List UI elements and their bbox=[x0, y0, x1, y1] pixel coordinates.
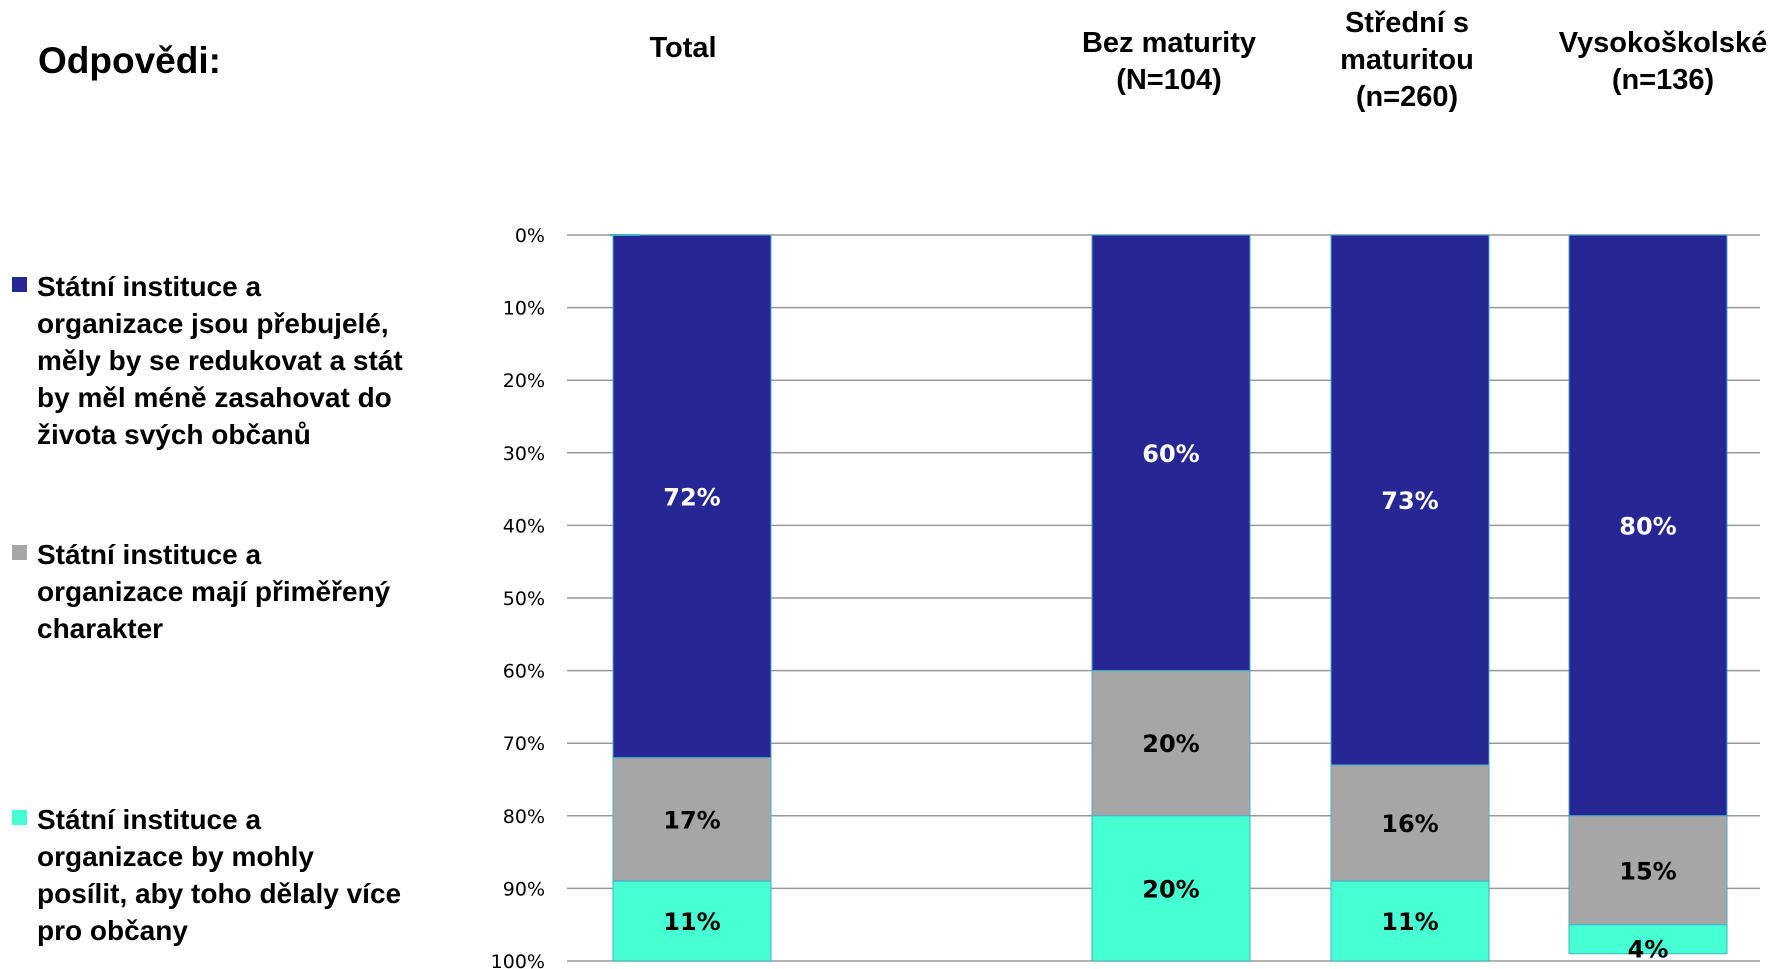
data-label: 4% bbox=[1628, 936, 1669, 964]
y-tick-label: 80% bbox=[503, 806, 545, 828]
bar-segment bbox=[612, 880, 772, 962]
page-heading: Odpovědi: bbox=[38, 40, 221, 81]
data-label: 73% bbox=[1381, 487, 1438, 515]
data-label: 72% bbox=[663, 483, 720, 511]
y-tick-label: 20% bbox=[503, 370, 545, 392]
bar-segment bbox=[612, 234, 772, 759]
legend-swatch-cyan bbox=[12, 810, 27, 825]
bar-segment bbox=[1091, 234, 1251, 672]
bar-segment bbox=[1091, 670, 1251, 817]
bar-segment bbox=[1330, 880, 1490, 962]
column-header-total: Total bbox=[649, 32, 717, 64]
bar-segment bbox=[1568, 815, 1728, 926]
bar-segment bbox=[1568, 924, 1728, 955]
data-label: 15% bbox=[1619, 857, 1676, 885]
bar-segment bbox=[1091, 815, 1251, 962]
legend-label: Státní instituce a organizace by mohly p… bbox=[37, 804, 402, 946]
data-label: 17% bbox=[663, 806, 720, 834]
y-tick-label: 0% bbox=[515, 225, 545, 247]
legend-label: Státní instituce a organizace mají přimě… bbox=[37, 539, 391, 644]
data-label: 11% bbox=[1381, 908, 1438, 936]
y-tick-label: 60% bbox=[503, 661, 545, 683]
bar-segment bbox=[1330, 234, 1490, 766]
legend-swatch-navy bbox=[12, 277, 27, 292]
column-header-bez-maturity: Bez maturity (N=104) bbox=[1081, 27, 1257, 96]
legend-label: Státní instituce a organizace jsou přebu… bbox=[37, 271, 403, 450]
y-tick-label: 70% bbox=[503, 733, 545, 755]
y-tick-label: 100% bbox=[491, 951, 545, 969]
column-header-stredni: Střední s maturitou (n=260) bbox=[1340, 7, 1474, 113]
data-label: 60% bbox=[1142, 440, 1199, 468]
legend-swatch-gray bbox=[12, 545, 27, 560]
data-label: 20% bbox=[1142, 730, 1199, 758]
y-tick-label: 90% bbox=[503, 878, 545, 900]
y-tick-label: 50% bbox=[503, 588, 545, 610]
y-tick-label: 30% bbox=[503, 443, 545, 465]
bar-segment bbox=[1330, 764, 1490, 882]
data-label: 20% bbox=[1142, 875, 1199, 903]
data-label: 16% bbox=[1381, 810, 1438, 838]
bar-segment bbox=[1568, 234, 1728, 817]
data-label: 11% bbox=[663, 908, 720, 936]
y-tick-label: 40% bbox=[503, 515, 545, 537]
column-header-vysokoskolske: Vysokoškolské (n=136) bbox=[1558, 27, 1768, 96]
y-tick-label: 10% bbox=[503, 298, 545, 320]
data-label: 80% bbox=[1619, 512, 1676, 540]
